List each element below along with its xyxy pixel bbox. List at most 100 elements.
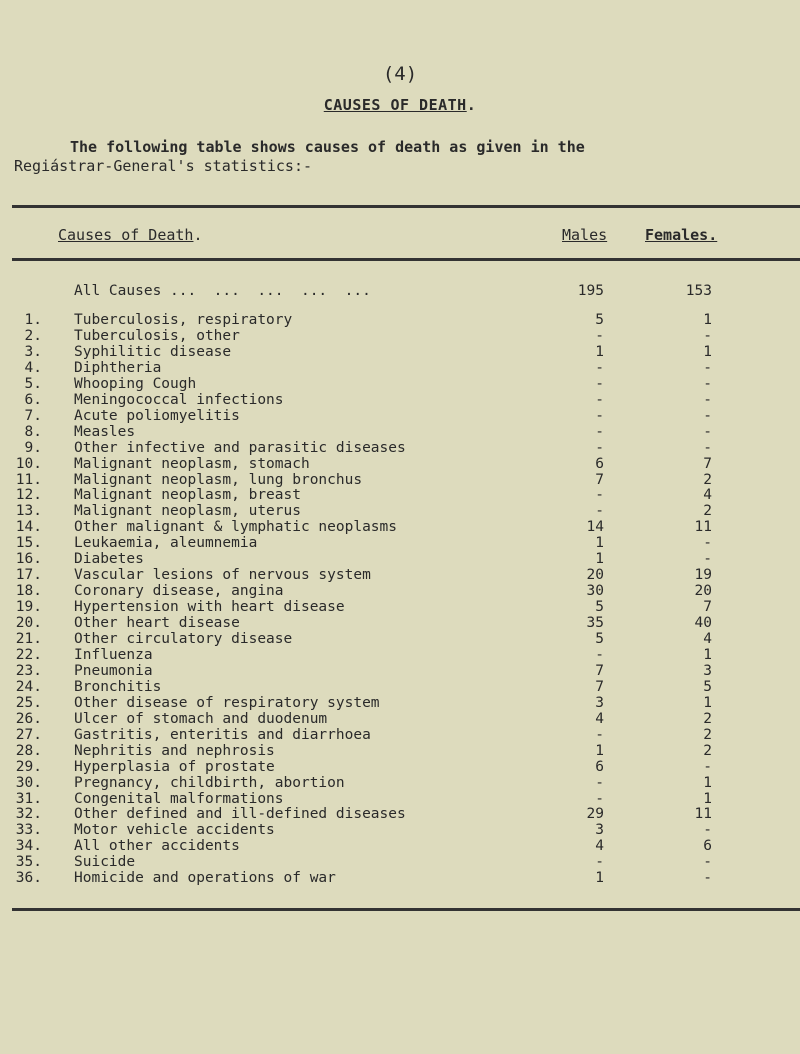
row-number: 8. <box>24 423 42 440</box>
table-row: 10. Malignant neoplasm, stomach 6 7 <box>0 456 800 472</box>
cause-label: Malignant neoplasm, lung bronchus <box>74 471 363 488</box>
females-value: 7 <box>703 599 712 616</box>
females-value: 2 <box>703 742 712 759</box>
cause-label: Gastritis, enteritis and diarrhoea <box>74 726 371 743</box>
cause-label: Coronary disease, angina <box>74 583 284 600</box>
row-number: 30. <box>15 774 42 791</box>
table-row: 17. Vascular lesions of nervous system 20 1… <box>0 567 800 583</box>
row-number: 9. <box>24 439 42 456</box>
row-number: 32. <box>15 806 42 823</box>
row-number: 21. <box>15 631 42 647</box>
cause-label: Hypertension with heart disease <box>74 599 345 616</box>
females-value: 40 <box>694 615 712 632</box>
row-number: 20. <box>15 615 42 632</box>
total-males: 195 <box>577 283 604 299</box>
header-bottom-rule <box>12 258 800 261</box>
males-value: 7 <box>595 678 604 695</box>
females-value: 11 <box>694 806 712 823</box>
females-value: 2 <box>703 503 712 520</box>
table-row: 15. Leukaemia, aleumnemia 1 - <box>0 535 800 551</box>
females-value: 19 <box>694 567 712 584</box>
cause-label: Whooping Cough <box>74 375 197 392</box>
total-row: All Causes ... ... ... ... ... 195 153 <box>0 283 800 299</box>
females-value: - <box>703 423 712 440</box>
table-row: 22. Influenza - 1 <box>0 647 800 663</box>
males-value: - <box>595 726 604 743</box>
table-row: 5. Whooping Cough - - <box>0 376 800 392</box>
males-value: - <box>595 790 604 807</box>
females-value: 6 <box>703 838 712 855</box>
males-value: - <box>595 439 604 456</box>
males-value: - <box>595 327 604 344</box>
females-value: - <box>703 551 712 568</box>
females-value: - <box>703 359 712 376</box>
row-number: 22. <box>15 646 42 663</box>
females-value: 11 <box>694 519 712 536</box>
cause-label: Other malignant & lymphatic neoplasms <box>74 519 398 536</box>
males-value: 7 <box>595 662 604 679</box>
table-row: 18. Coronary disease, angina 30 20 <box>0 583 800 599</box>
males-value: 30 <box>586 583 604 600</box>
row-number: 11. <box>15 471 42 488</box>
females-value: - <box>703 758 712 775</box>
males-value: 4 <box>595 838 604 855</box>
males-value: - <box>595 407 604 424</box>
row-number: 29. <box>15 758 42 775</box>
row-number: 2. <box>24 327 42 344</box>
table-row: 7. Acute poliomyelitis - - <box>0 408 800 424</box>
males-value: 3 <box>595 822 604 839</box>
table-row: 8. Measles - - <box>0 424 800 440</box>
row-number: 18. <box>15 583 42 600</box>
females-value: 2 <box>703 710 712 727</box>
males-value: 29 <box>586 806 604 823</box>
cause-label: Motor vehicle accidents <box>74 822 275 839</box>
females-value: 4 <box>703 487 712 504</box>
intro-line-1: The following table shows causes of deat… <box>70 138 585 156</box>
row-number: 5. <box>24 375 42 392</box>
table-row: 33. Motor vehicle accidents 3 - <box>0 822 800 838</box>
males-value: - <box>595 774 604 791</box>
females-value: 5 <box>703 678 712 695</box>
cause-label: Pregnancy, childbirth, abortion <box>74 774 345 791</box>
males-value: - <box>595 375 604 392</box>
cause-label: Malignant neoplasm, breast <box>74 487 301 504</box>
cause-label: Acute poliomyelitis <box>74 407 240 424</box>
females-value: 2 <box>703 726 712 743</box>
row-number: 13. <box>15 503 42 520</box>
females-value: 1 <box>703 790 712 807</box>
table-row: 29. Hyperplasia of prostate 6 - <box>0 759 800 775</box>
row-number: 26. <box>15 710 42 727</box>
females-value: 1 <box>703 646 712 663</box>
cause-label: Malignant neoplasm, stomach <box>74 455 310 472</box>
table-row: 11. Malignant neoplasm, lung bronchus 7 2 <box>0 472 800 488</box>
males-value: 1 <box>595 551 604 568</box>
females-value: 1 <box>703 312 712 328</box>
females-value: 7 <box>703 455 712 472</box>
males-value: - <box>595 359 604 376</box>
header-females: Females. <box>645 226 718 244</box>
females-value: 4 <box>703 631 712 647</box>
females-value: 1 <box>703 694 712 711</box>
table-row: 3. Syphilitic disease 1 1 <box>0 344 800 360</box>
cause-label: Tuberculosis, respiratory <box>74 312 293 328</box>
males-value: 6 <box>595 758 604 775</box>
cause-label: Congenital malformations <box>74 790 284 807</box>
table-row: 30. Pregnancy, childbirth, abortion - 1 <box>0 775 800 791</box>
row-number: 35. <box>15 854 42 871</box>
row-number: 6. <box>24 391 42 408</box>
table-row: 23. Pneumonia 7 3 <box>0 663 800 679</box>
males-value: 5 <box>595 599 604 616</box>
cause-label: Meningococcal infections <box>74 391 284 408</box>
males-value: 14 <box>586 519 604 536</box>
males-value: - <box>595 423 604 440</box>
cause-label: Homicide and operations of war <box>74 870 336 887</box>
row-number: 31. <box>15 790 42 807</box>
cause-label: Measles <box>74 423 136 440</box>
males-value: - <box>595 391 604 408</box>
males-value: 20 <box>586 567 604 584</box>
table-row: 25. Other disease of respiratory system 3 1 <box>0 695 800 711</box>
row-number: 23. <box>15 662 42 679</box>
cause-label: Hyperplasia of prostate <box>74 758 275 775</box>
cause-label: Other circulatory disease <box>74 631 293 647</box>
females-value: - <box>703 327 712 344</box>
